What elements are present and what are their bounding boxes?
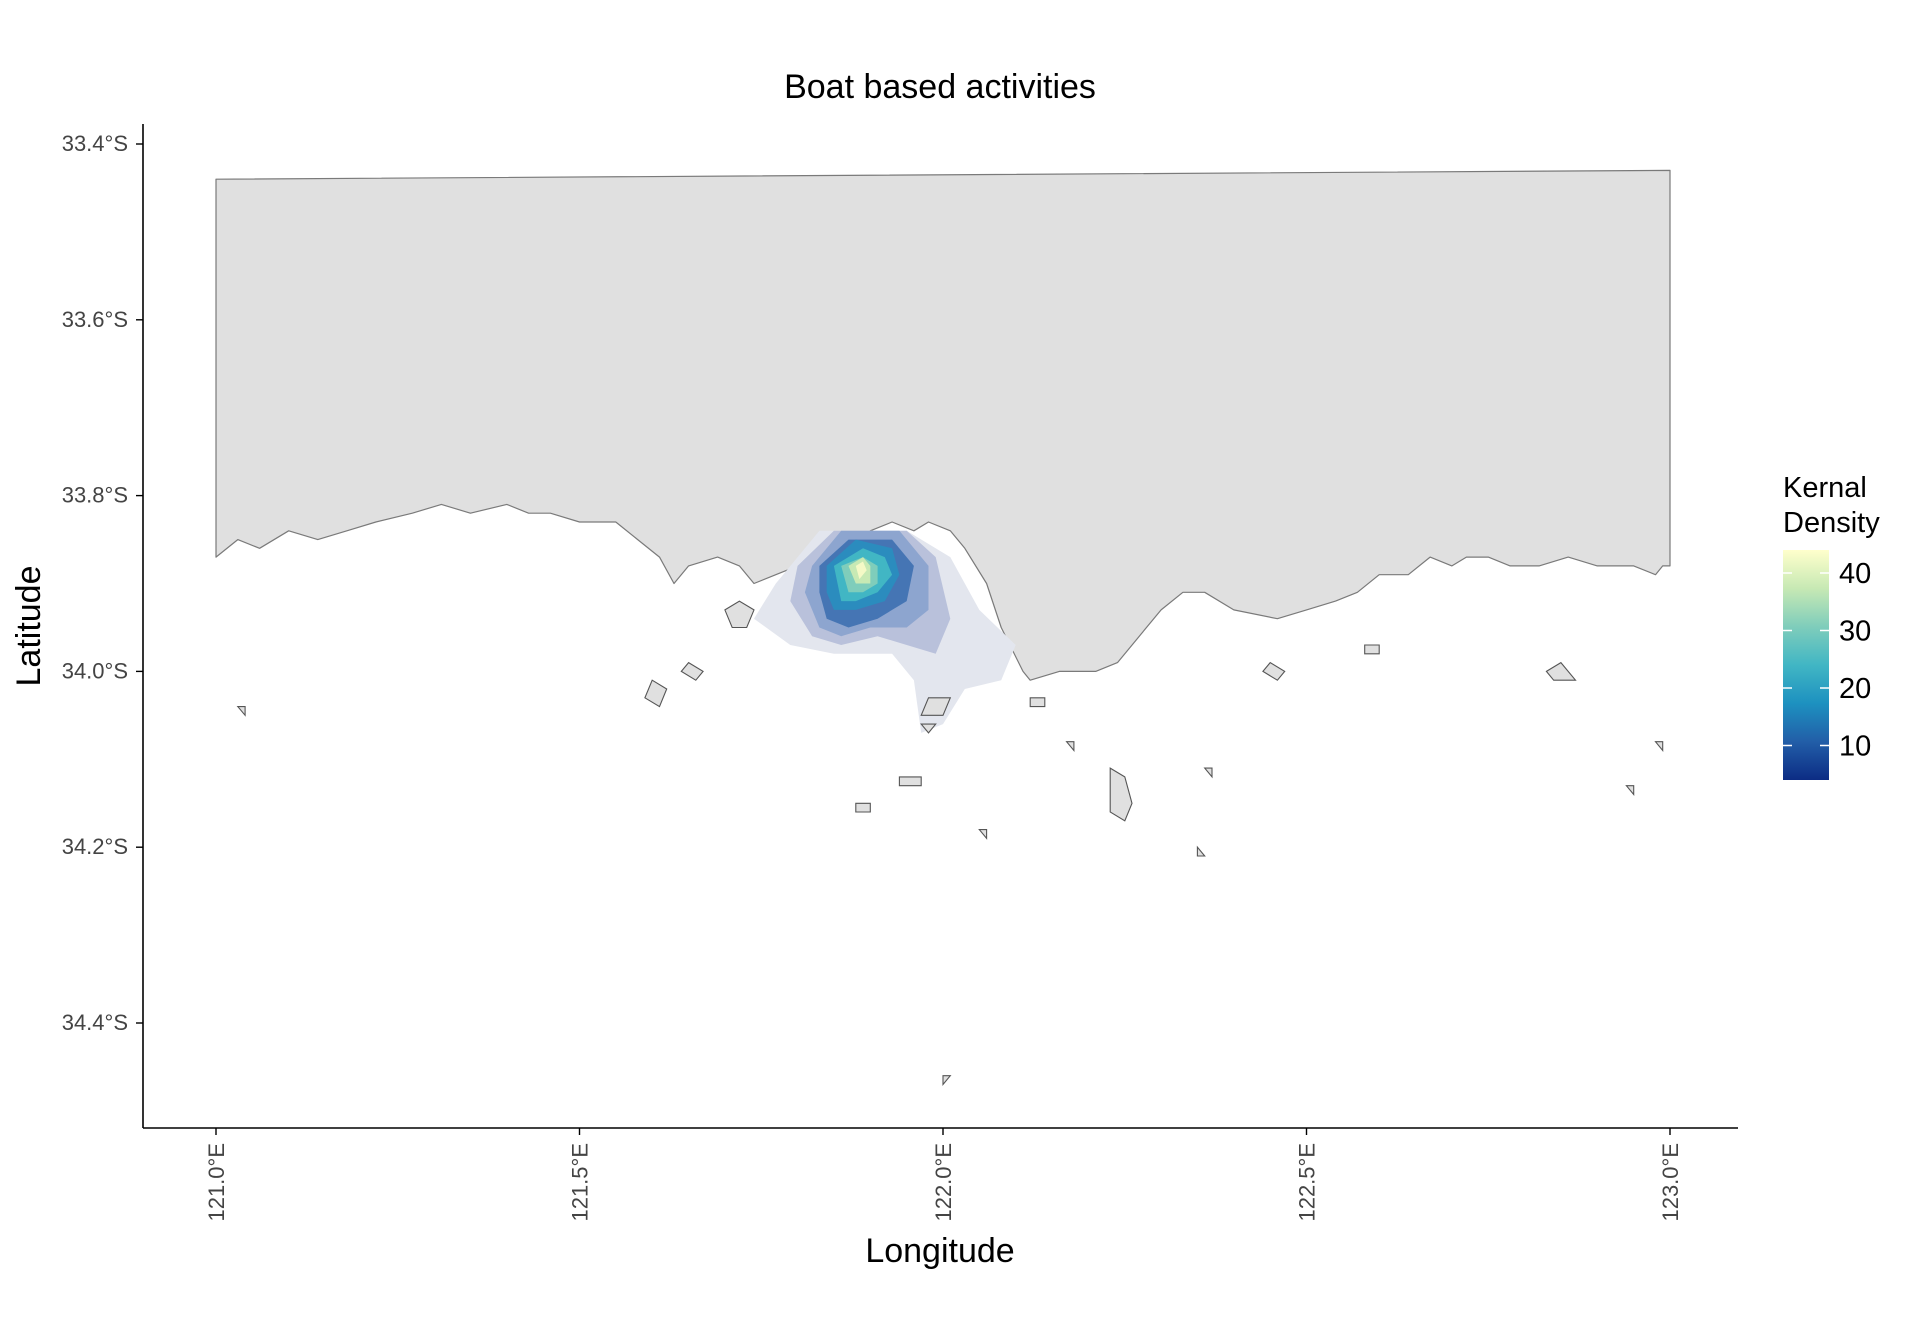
island-4 [920,697,952,716]
island-14 [942,1075,952,1087]
legend-tick-label: 40 [1839,558,1871,590]
island-7 [898,776,922,787]
x-tick-label: 122.0°E [931,1143,956,1222]
color-legend: Kernal Density 10 20 30 40 [1783,472,1880,780]
x-tick-label: 121.5°E [568,1143,593,1222]
x-tick-label: 123.0°E [1658,1143,1683,1222]
legend-colorbar [1783,550,1829,780]
y-axis-ticks: 33.4°S 33.6°S 33.8°S 34.0°S 34.2°S 34.4°S [62,131,143,1035]
x-tick-label: 121.0°E [204,1143,229,1222]
island-2 [644,679,668,708]
chart-title: Boat based activities [784,68,1096,106]
island-10 [1545,661,1577,681]
x-axis-ticks: 121.0°E 121.5°E 122.0°E 122.5°E 123.0°E [204,1128,1683,1222]
island-1 [724,600,755,629]
legend-tick-label: 10 [1839,731,1871,763]
islands-layer [236,600,1664,1087]
island-19 [855,802,871,813]
island-13 [236,706,246,717]
density-contours [754,530,1016,733]
island-8 [1262,661,1286,681]
mainland-polygon [215,169,1671,681]
island-17 [1625,785,1635,797]
density-contour-level-42 [855,561,867,580]
legend-ticks: 10 20 30 40 [1783,558,1871,763]
plot-panel [215,169,1671,1087]
island-18 [1065,741,1075,753]
mainland-layer [215,169,1671,681]
legend-title-line-1: Kernal [1783,472,1867,504]
island-15 [1196,845,1206,857]
island-12 [1029,697,1046,708]
y-tick-label: 34.2°S [62,834,128,859]
island-20 [1203,767,1213,779]
legend-tick-label: 30 [1839,616,1871,648]
y-tick-label: 33.4°S [62,131,128,156]
y-tick-label: 34.4°S [62,1010,128,1035]
island-3 [680,661,704,681]
x-axis-title: Longitude [865,1232,1014,1270]
y-axis-title: Latitude [10,566,48,687]
island-5 [920,723,937,734]
y-tick-label: 34.0°S [62,658,128,683]
y-tick-label: 33.8°S [62,483,128,508]
legend-tick-label: 20 [1839,673,1871,705]
island-11 [1654,741,1664,753]
island-6 [1109,767,1133,822]
y-tick-label: 33.6°S [62,307,128,332]
x-tick-label: 122.5°E [1295,1143,1320,1222]
island-9 [1364,644,1380,655]
legend-title-line-2: Density [1783,507,1880,539]
island-16 [978,829,988,840]
